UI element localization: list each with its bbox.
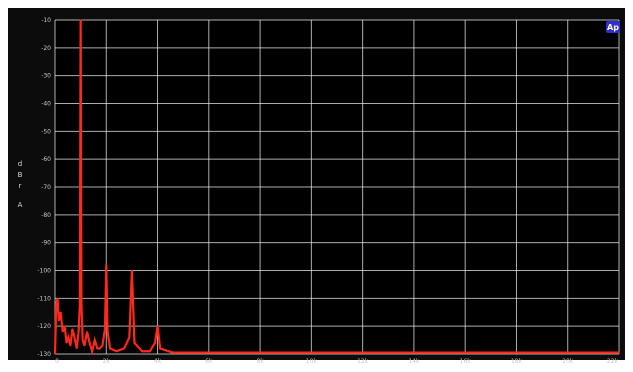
spectrum-point xyxy=(109,347,111,350)
y-tick-label: -90 xyxy=(41,240,51,247)
spectrum-point xyxy=(82,339,84,341)
spectrum-point xyxy=(67,336,69,338)
spectrum-point xyxy=(618,352,620,354)
spectrum-series-line xyxy=(53,19,619,356)
spectrum-point xyxy=(106,331,109,333)
spectrum-point xyxy=(76,347,78,350)
spectrum-point xyxy=(54,353,56,355)
spectrum-point xyxy=(197,352,200,354)
spectrum-point xyxy=(464,352,466,354)
x-tick-label: 12k xyxy=(357,358,369,365)
spectrum-point xyxy=(128,336,130,338)
x-tick-label: 4k xyxy=(154,358,162,365)
x-tick-label: 20k xyxy=(562,358,574,365)
spectrum-point xyxy=(567,352,569,354)
spectrum-point xyxy=(285,352,287,354)
spectrum-point xyxy=(83,345,86,347)
y-tick-label: -40 xyxy=(41,101,51,108)
x-tick-label: 10k xyxy=(306,358,318,365)
x-tick-label: 14k xyxy=(408,358,420,365)
y-tick-label: -110 xyxy=(37,295,51,302)
spectrum-point xyxy=(60,311,62,313)
spectrum-point xyxy=(64,325,66,327)
spectrum-point xyxy=(69,345,71,347)
y-tick-label: -80 xyxy=(41,212,51,219)
spectrum-point xyxy=(131,269,133,272)
spectrum-point xyxy=(115,350,118,352)
x-tick-label: 0 xyxy=(55,358,59,365)
spectrum-point xyxy=(80,19,82,21)
y-tick-label: -20 xyxy=(41,45,51,52)
x-tick-label: 22k xyxy=(607,358,619,365)
spectrum-point xyxy=(105,264,107,266)
spectrum-point xyxy=(362,352,364,354)
spectrum-point xyxy=(56,297,59,299)
x-axis-ticks: 0 2k 4k 6k 8k 10k 12k 14k 16k 18k 20k 22k xyxy=(55,358,618,365)
y-tick-label: -10 xyxy=(41,17,51,24)
spectrum-point xyxy=(80,303,83,305)
spectrum-point xyxy=(79,303,81,305)
spectrum-point xyxy=(71,328,74,330)
spectrum-point xyxy=(133,342,136,344)
spectrum-point xyxy=(156,325,159,327)
spectrum-point xyxy=(104,328,106,330)
y-tick-label: -70 xyxy=(41,184,51,191)
y-tick-label: -100 xyxy=(37,268,51,275)
spectrum-point xyxy=(58,320,60,322)
spectrum-point xyxy=(55,303,57,305)
spectrum-point xyxy=(94,339,96,341)
y-tick-label: -120 xyxy=(37,323,51,330)
spectrum-point xyxy=(89,342,91,344)
y-tick-label: -30 xyxy=(41,73,51,80)
spectrum-point xyxy=(123,347,125,350)
analyzer-logo xyxy=(606,21,620,33)
x-tick-label: 2k xyxy=(103,358,111,365)
spectrum-trace xyxy=(53,19,620,356)
spectrum-point xyxy=(77,331,80,333)
x-tick-label: 18k xyxy=(511,358,523,365)
y-tick-label: -60 xyxy=(41,156,51,163)
spectrum-point xyxy=(154,342,156,344)
x-tick-label: 16k xyxy=(460,358,472,365)
y-tick-label: -130 xyxy=(37,351,51,358)
spectrum-point xyxy=(99,347,101,350)
spectrum-point xyxy=(141,350,143,352)
spectrum-point xyxy=(159,347,161,350)
spectrum-point xyxy=(172,352,174,354)
spectrum-point xyxy=(96,347,98,350)
spectrum-point xyxy=(73,336,76,338)
x-tick-label: 8k xyxy=(256,358,264,365)
analyzer-logo-text: Ap xyxy=(607,23,619,32)
y-axis-ticks: -10 -20 -30 -40 -50 -60 -70 -80 -90 -100 -110 -120 -… xyxy=(37,17,51,358)
spectrum-point xyxy=(149,350,151,352)
spectrum-point xyxy=(86,331,88,333)
x-tick-label: 6k xyxy=(205,358,213,365)
spectrum-point xyxy=(101,345,104,347)
grid xyxy=(54,19,620,355)
y-tick-label: -50 xyxy=(41,128,51,135)
spectrum-point xyxy=(65,342,68,344)
spectrum-point xyxy=(62,331,64,333)
spectrum-point xyxy=(233,352,236,354)
analyzer-badge: Ap xyxy=(606,21,620,33)
spectrum-point xyxy=(91,350,93,352)
